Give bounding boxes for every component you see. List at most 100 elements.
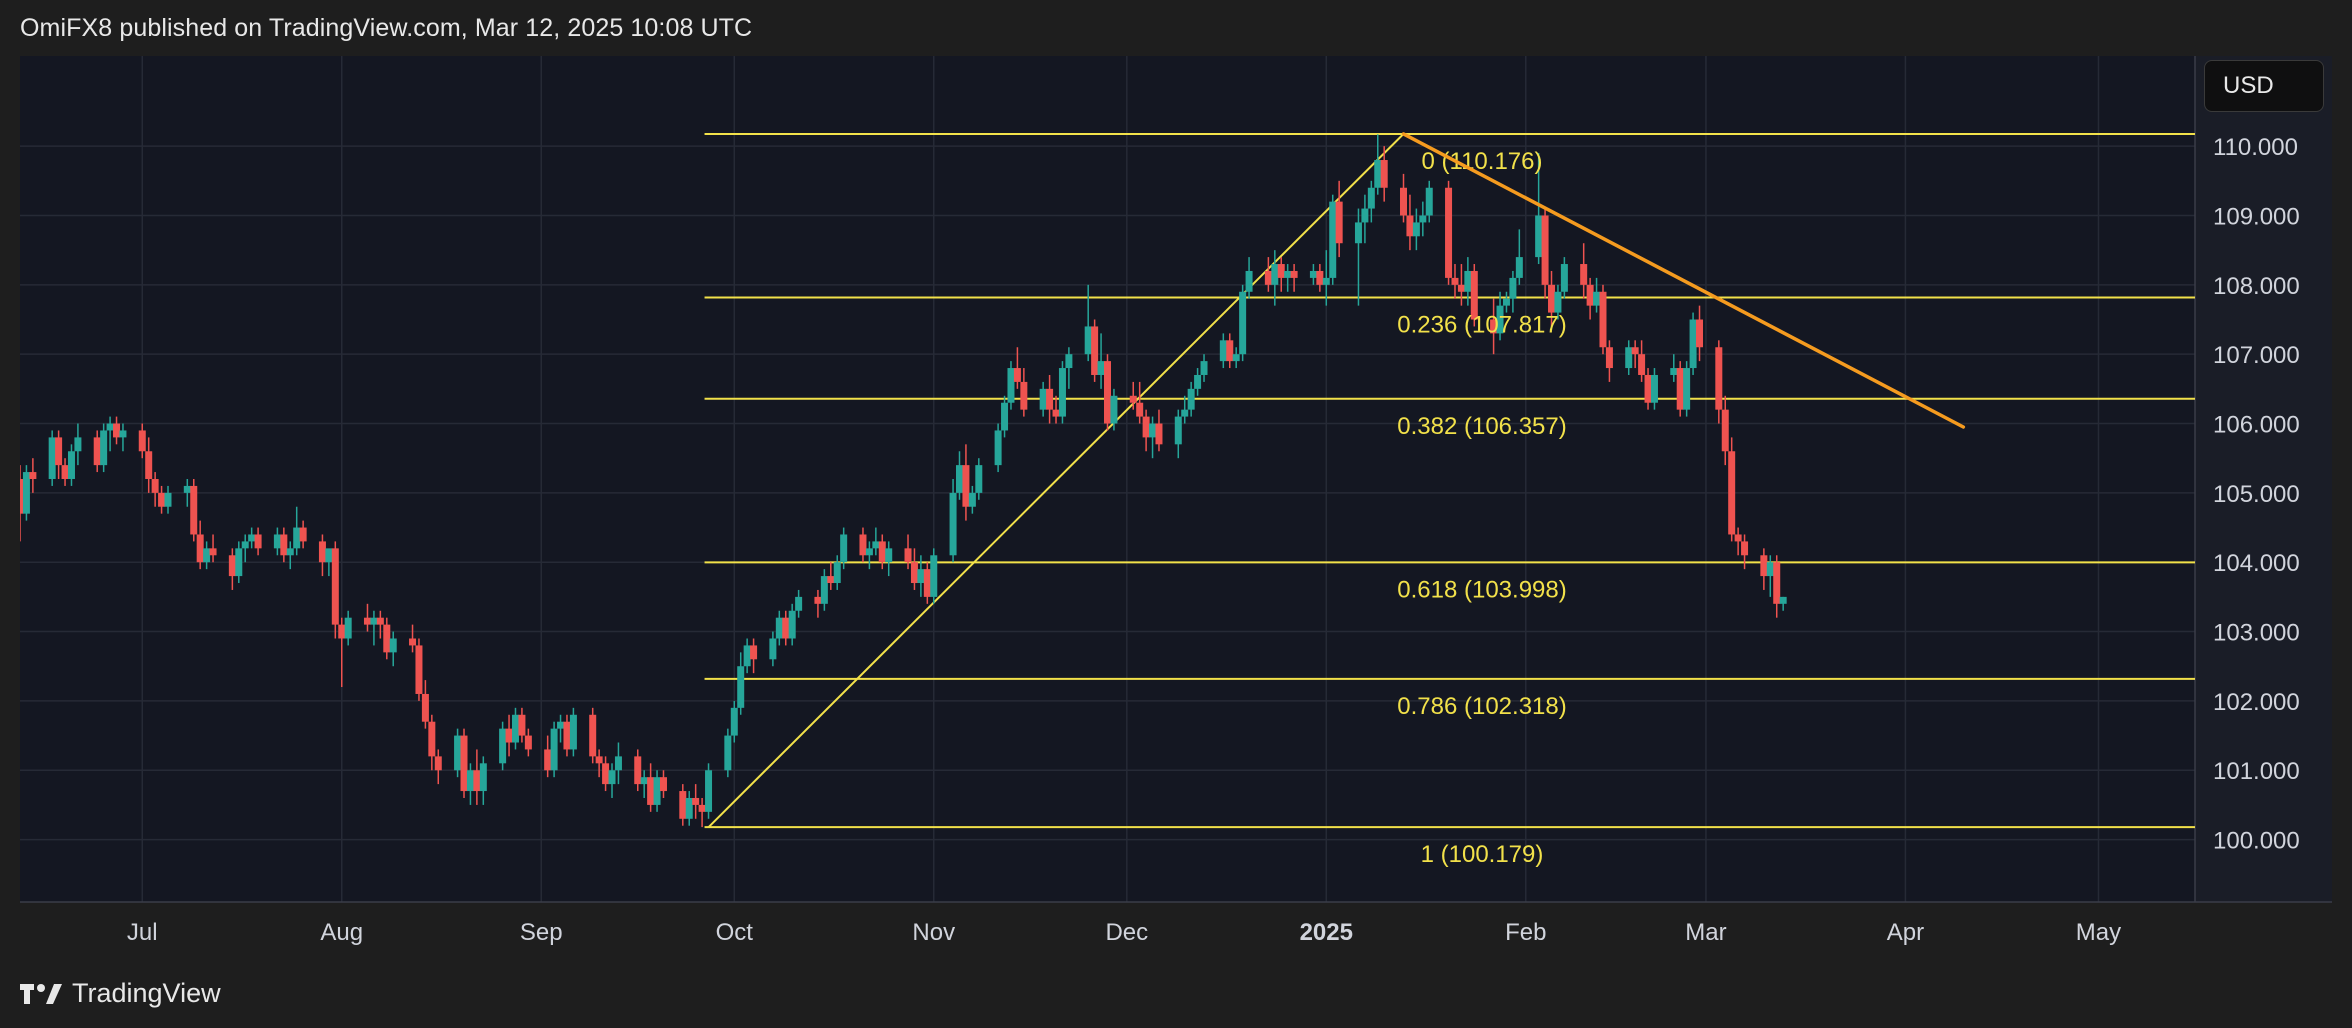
tradingview-brand: TradingView [72,978,221,1008]
candle-body [196,534,204,563]
candle-body [1779,596,1787,604]
candle-body [1451,277,1459,285]
candle-body [1104,361,1111,424]
candle-body [254,534,262,549]
candle-body [1580,264,1588,285]
candle-body [647,777,655,805]
candle-body [61,465,69,479]
candle-body [750,645,758,660]
candle-body [293,527,301,549]
candle-body [743,645,751,667]
candle-body [1734,534,1742,542]
candle-body [698,804,706,812]
candle-body [286,548,294,556]
candle-body [614,756,622,771]
y-tick-label: 106.000 [2213,412,2300,439]
candle-body [608,770,616,785]
y-tick-label: 109.000 [2213,203,2300,230]
y-tick-label: 104.000 [2213,550,2300,577]
candle-body [859,534,867,556]
candle-body [1329,201,1337,278]
candle-body [1039,388,1047,410]
candle-body [885,548,893,563]
candle-body [1412,222,1420,237]
candle-body [1361,208,1369,223]
candle-body [1110,395,1118,424]
candle-body [344,617,352,639]
candle-body [1380,160,1388,188]
fib-level-label: 0.236 (107.817) [1397,312,1566,339]
candle-body [74,437,82,452]
candle-body [1129,395,1137,403]
x-tick-label: Jul [127,919,158,946]
candle-body [93,437,101,466]
candle-body [1760,555,1768,577]
candle-body [769,638,777,660]
candle-body [1097,361,1105,375]
candle-body [466,770,474,792]
candle-body [1020,381,1028,410]
candle-body [820,576,828,604]
y-tick-label: 102.000 [2213,689,2300,716]
y-tick-label: 110.000 [2213,134,2298,161]
candle-body [1374,160,1382,188]
chart-svg[interactable]: 100.000 101.000 102.000 103.000 104.000 105.0… [20,56,2332,956]
candle-body [190,485,198,535]
candle-body [370,617,378,625]
candle-body [119,430,127,438]
candle-body [505,728,513,743]
candle-body [409,638,417,646]
candle-body [1155,423,1163,445]
fib-trend-line [707,133,1405,828]
x-tick-label: Nov [912,919,955,946]
candle-body [203,548,211,563]
candle-body [1335,201,1343,244]
candle-body [949,492,957,556]
candle-body [518,714,526,736]
candle-body [1490,319,1498,334]
candle-body [827,576,835,584]
candle-body [814,596,822,604]
candle-body [1644,374,1652,403]
candle-body [595,756,603,764]
candle-body [602,763,610,785]
candle-body [1515,257,1523,278]
candle-body [1696,319,1704,348]
candle-body [1200,361,1208,375]
candle-body [106,423,114,431]
candle-body [209,548,217,556]
candle-body [460,735,468,792]
candle-body [904,548,912,563]
candle-body [865,548,873,556]
y-tick-label: 108.000 [2213,273,2300,300]
candle-body [1560,264,1568,292]
x-tick-label: Sep [520,919,563,946]
candle-body [640,777,648,785]
candle-body [1496,305,1504,334]
y-tick-label: 103.000 [2213,620,2300,647]
currency-selector[interactable]: USD [2204,60,2324,112]
candle-body [544,749,552,771]
candle-body [775,617,783,639]
candle-body [428,721,436,757]
candle-body [164,492,172,507]
candle-body [955,465,963,493]
candle-body [1322,277,1330,285]
candle-body [1605,347,1613,369]
fib-level-label: 0.618 (103.998) [1397,576,1566,603]
candle-body [325,548,333,563]
candle-body [1593,291,1601,306]
y-tick-label: 101.000 [2213,758,2300,785]
candle-body [569,714,577,750]
candle-body [653,777,661,805]
candle-body [158,492,166,507]
candle-body [557,721,565,729]
price-chart[interactable]: 100.000 101.000 102.000 103.000 104.000 105.0… [20,56,2332,956]
publisher-header: OmiFX8 published on TradingView.com, Mar… [20,14,753,42]
candle-body [415,645,423,694]
candle-body [1052,409,1060,417]
candle-body [962,465,970,507]
candle-body [679,791,687,819]
candle-body [241,541,249,549]
candle-body [1316,270,1324,285]
